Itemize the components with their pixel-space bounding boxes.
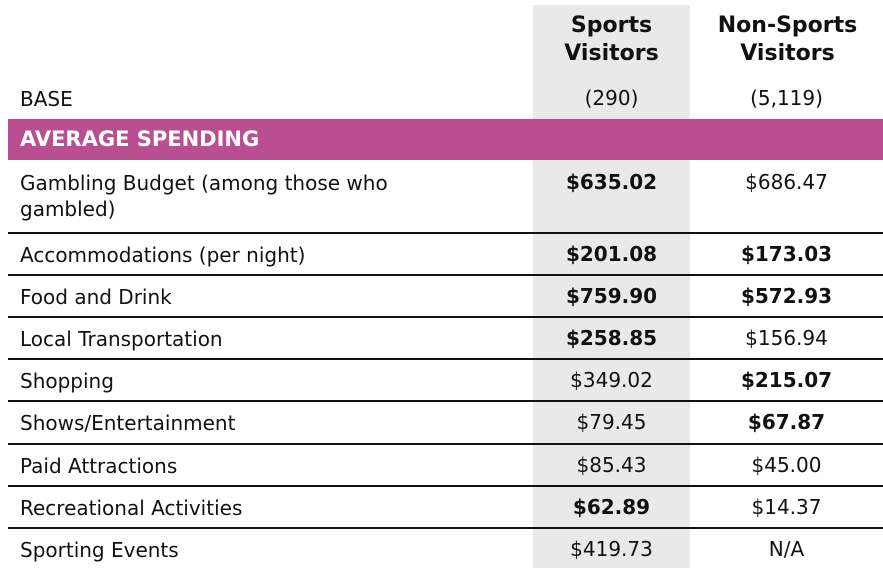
section-header: AVERAGE SPENDING <box>8 119 883 160</box>
row-label: Paid Attractions <box>20 454 178 478</box>
row-divider <box>8 527 883 529</box>
non-sports-value: $14.37 <box>751 495 822 519</box>
row-divider <box>8 274 883 276</box>
row-divider <box>8 316 883 318</box>
sports-column-shading <box>533 5 690 568</box>
non-sports-value: $686.47 <box>745 170 828 194</box>
sports-value: $635.02 <box>565 170 658 194</box>
header-sports: Sports Visitors <box>564 13 659 66</box>
row-divider <box>8 232 883 234</box>
row-label: Food and Drink <box>20 285 172 309</box>
header-non-sports: Non-Sports Visitors <box>717 13 858 66</box>
non-sports-value: $215.07 <box>740 368 833 392</box>
sports-value: $349.02 <box>570 368 653 392</box>
non-sports-value: $67.87 <box>747 410 826 434</box>
row-divider <box>8 358 883 360</box>
row-label: Accommodations (per night) <box>20 243 306 267</box>
sports-value: $201.08 <box>565 242 658 266</box>
non-sports-value: $156.94 <box>745 326 828 350</box>
non-sports-value: N/A <box>768 537 805 561</box>
sports-value: $79.45 <box>576 410 647 434</box>
sports-value: $62.89 <box>572 495 651 519</box>
non-sports-value: $572.93 <box>740 284 833 308</box>
sports-value: $258.85 <box>565 326 658 350</box>
sports-value: $85.43 <box>576 453 647 477</box>
base-sports: (290) <box>584 86 639 110</box>
base-non-sports: (5,119) <box>750 86 823 110</box>
non-sports-value: $45.00 <box>751 453 822 477</box>
base-label: BASE <box>20 87 73 111</box>
row-label: Local Transportation <box>20 327 223 351</box>
row-divider <box>8 443 883 445</box>
sports-value: $759.90 <box>565 284 658 308</box>
row-divider <box>8 485 883 487</box>
row-label: Shopping <box>20 369 114 393</box>
row-label: Gambling Budget (among those who gambled… <box>20 171 388 221</box>
sports-value: $419.73 <box>570 537 653 561</box>
row-divider <box>8 400 883 402</box>
row-label: Sporting Events <box>20 538 179 562</box>
non-sports-value: $173.03 <box>740 242 833 266</box>
row-label: Recreational Activities <box>20 496 243 520</box>
row-label: Shows/Entertainment <box>20 411 236 435</box>
